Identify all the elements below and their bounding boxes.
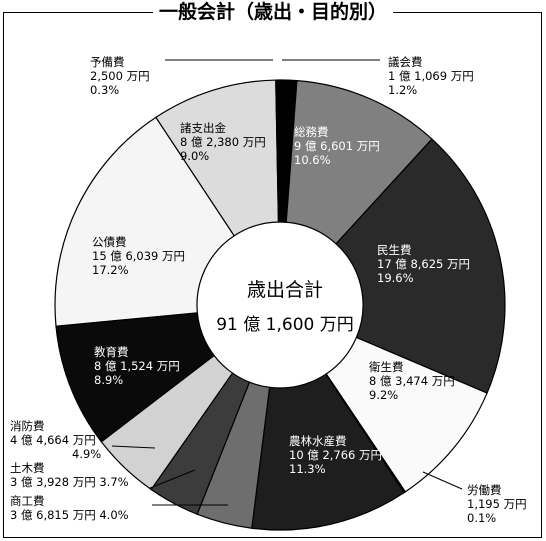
- slice-公債費: [54, 116, 236, 327]
- slice-民生費: [335, 138, 506, 394]
- center-total: 91 億 1,600 万円: [216, 315, 354, 335]
- label-諸支出金: 諸支出金 8 億 2,380 万円 9.0%: [180, 121, 266, 163]
- label-公債費: 公債費 15 億 6,039 万円 17.2%: [92, 235, 185, 277]
- label-消防費: 消防費 4 億 4,664 万円 4.9%: [10, 419, 101, 461]
- leader-line-労働費: [422, 471, 463, 490]
- leader-lines-group: [111, 59, 463, 506]
- slice-農林水産費: [251, 373, 405, 531]
- label-土木費: 土木費 3 億 3,928 万円 3.7%: [10, 461, 129, 489]
- label-予備費: 予備費 2,500 万円 0.3%: [90, 55, 150, 97]
- slices-group: [54, 79, 506, 531]
- leader-line-消防費: [111, 445, 156, 449]
- label-教育費: 教育費 8 億 1,524 万円 8.9%: [94, 345, 180, 387]
- label-民生費: 民生費 17 億 8,625 万円 19.6%: [377, 243, 470, 285]
- label-総務費: 総務費 9 億 6,601 万円 10.6%: [294, 125, 380, 167]
- slice-予備費: [275, 79, 281, 223]
- chart-title: 一般会計（歳出・目的別）: [152, 0, 393, 24]
- label-労働費: 労働費 1,195 万円 0.1%: [467, 483, 527, 525]
- label-農林水産費: 農林水産費 10 億 2,766 万円 11.3%: [289, 434, 382, 476]
- leader-line-土木費: [149, 469, 196, 489]
- title-wrap: 一般会計（歳出・目的別）: [0, 0, 546, 24]
- center-title: 歳出合計: [247, 279, 323, 301]
- label-議会費: 議会費 1 億 1,069 万円 1.2%: [388, 55, 474, 97]
- labels-group: 議会費 1 億 1,069 万円 1.2%総務費 9 億 6,601 万円 10.6% 民…: [10, 55, 527, 525]
- label-商工費: 商工費 3 億 6,815 万円 4.0%: [10, 494, 129, 522]
- label-衛生費: 衛生費 8 億 3,474 万円 9.2%: [369, 360, 455, 402]
